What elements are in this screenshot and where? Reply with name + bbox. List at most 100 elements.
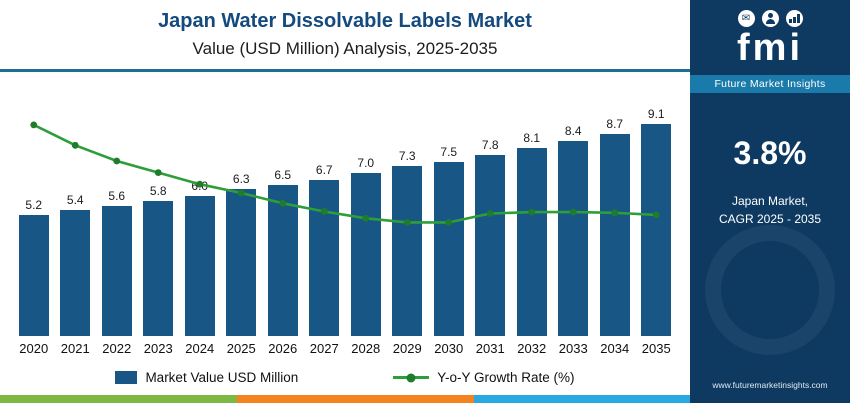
bar-slot-2033: 8.4 bbox=[553, 124, 595, 336]
bar-value-label-2023: 5.8 bbox=[149, 184, 167, 198]
x-axis-label-2032: 2032 bbox=[517, 341, 547, 356]
bar-2033 bbox=[558, 141, 589, 336]
footer-strip-segment-4 bbox=[690, 395, 850, 403]
bar-2022 bbox=[101, 206, 132, 336]
bar-chart: 5.2 5.4 5.6 5.8 6.0 6.3 6.5 6.7 7.0 7.3 7.5 7.8 8.1 8… bbox=[0, 72, 690, 385]
bar-2024 bbox=[184, 196, 215, 336]
bar-slot-2028: 7.0 bbox=[345, 156, 387, 336]
panel-watermark bbox=[705, 225, 835, 355]
cagr-stat-caption: Japan Market, CAGR 2025 - 2035 bbox=[690, 192, 850, 229]
website-link[interactable]: www.futuremarketinsights.com bbox=[712, 380, 828, 390]
x-axis-label-2025: 2025 bbox=[226, 341, 256, 356]
x-axis-label-2034: 2034 bbox=[600, 341, 630, 356]
x-axis-label-2031: 2031 bbox=[475, 341, 505, 356]
bar-2030 bbox=[433, 162, 464, 336]
bar-slot-2023: 5.8 bbox=[138, 184, 180, 336]
logo-caption: Future Market Insights bbox=[690, 74, 850, 93]
x-axis-label-2024: 2024 bbox=[185, 341, 215, 356]
x-axis-label-2027: 2027 bbox=[309, 341, 339, 356]
bar-slot-2020: 5.2 bbox=[13, 198, 55, 336]
bar-2026 bbox=[267, 185, 298, 336]
legend: Market Value USD Million Y-o-Y Growth Ra… bbox=[13, 370, 677, 385]
bar-value-label-2021: 5.4 bbox=[66, 193, 84, 207]
brand-panel: ✉ fmi Future Market Insights 3.8% Japan … bbox=[690, 0, 850, 403]
x-axis-label-2021: 2021 bbox=[60, 341, 90, 356]
bar-slot-2030: 7.5 bbox=[428, 145, 470, 336]
x-axis-label-2023: 2023 bbox=[143, 341, 173, 356]
bar-2034 bbox=[599, 134, 630, 336]
x-axis-label-2028: 2028 bbox=[351, 341, 381, 356]
bar-slot-2021: 5.4 bbox=[55, 193, 97, 336]
title-divider bbox=[0, 69, 690, 72]
stat-caption-line1: Japan Market, bbox=[731, 193, 809, 208]
bar-slot-2031: 7.8 bbox=[470, 138, 512, 336]
line-marker-2020 bbox=[30, 121, 38, 129]
bar-value-label-2031: 7.8 bbox=[481, 138, 499, 152]
footer-strip-segment-3 bbox=[474, 395, 690, 403]
x-axis: 2020 2021 2022 2023 2024 2025 2026 2027 2028 2029… bbox=[13, 341, 677, 356]
bar-2029 bbox=[392, 166, 423, 336]
bar-2032 bbox=[516, 148, 547, 336]
chart-icon bbox=[785, 10, 803, 27]
line-legend-label: Y-o-Y Growth Rate (%) bbox=[437, 370, 575, 385]
bar-value-label-2020: 5.2 bbox=[25, 198, 43, 212]
x-axis-label-2020: 2020 bbox=[19, 341, 49, 356]
bar-legend-label: Market Value USD Million bbox=[145, 370, 299, 385]
logo-icons: ✉ bbox=[690, 10, 850, 27]
legend-item-bar: Market Value USD Million bbox=[115, 370, 298, 385]
bar-slot-2029: 7.3 bbox=[387, 149, 429, 336]
line-marker-2022 bbox=[113, 157, 121, 165]
bar-slot-2034: 8.7 bbox=[594, 117, 636, 336]
person-icon bbox=[761, 10, 779, 27]
page-title: Japan Water Dissolvable Labels Market bbox=[158, 10, 532, 32]
page-subtitle: Value (USD Million) Analysis, 2025-2035 bbox=[192, 39, 498, 58]
bar-value-label-2024: 6.0 bbox=[191, 179, 209, 193]
bar-value-label-2028: 7.0 bbox=[357, 156, 375, 170]
bar-2035 bbox=[641, 124, 672, 336]
legend-item-line: Y-o-Y Growth Rate (%) bbox=[393, 370, 575, 385]
bar-value-label-2032: 8.1 bbox=[523, 131, 541, 145]
cagr-stat-value: 3.8% bbox=[733, 134, 807, 171]
bar-2028 bbox=[350, 173, 381, 336]
bar-value-label-2026: 6.5 bbox=[274, 168, 292, 182]
bar-slot-2032: 8.1 bbox=[511, 131, 553, 336]
bar-value-label-2033: 8.4 bbox=[564, 124, 582, 138]
bar-slot-2035: 9.1 bbox=[636, 107, 678, 336]
bar-slot-2025: 6.3 bbox=[221, 172, 263, 336]
x-axis-label-2030: 2030 bbox=[434, 341, 464, 356]
bar-legend-swatch bbox=[115, 371, 138, 384]
x-axis-label-2026: 2026 bbox=[268, 341, 298, 356]
bar-2021 bbox=[60, 210, 91, 336]
bar-value-label-2025: 6.3 bbox=[232, 172, 250, 186]
stat-caption-line2: CAGR 2025 - 2035 bbox=[718, 212, 822, 227]
x-axis-label-2035: 2035 bbox=[641, 341, 671, 356]
plot-area: 5.2 5.4 5.6 5.8 6.0 6.3 6.5 6.7 7.0 7.3 7.5 7.8 8.1 8… bbox=[13, 86, 677, 336]
bar-slot-2027: 6.7 bbox=[304, 163, 346, 336]
logo-wordmark: fmi bbox=[737, 27, 803, 69]
x-axis-label-2022: 2022 bbox=[102, 341, 132, 356]
chart-column: Japan Water Dissolvable Labels Market Va… bbox=[0, 0, 690, 385]
line-marker-2023 bbox=[154, 169, 162, 176]
bar-value-label-2034: 8.7 bbox=[606, 117, 624, 131]
bar-value-label-2027: 6.7 bbox=[315, 163, 333, 177]
bar-2031 bbox=[475, 155, 506, 336]
x-axis-label-2033: 2033 bbox=[558, 341, 588, 356]
title-block: Japan Water Dissolvable Labels Market Va… bbox=[0, 0, 690, 72]
bar-2025 bbox=[226, 189, 257, 336]
bar-value-label-2030: 7.5 bbox=[440, 145, 458, 159]
bar-value-label-2029: 7.3 bbox=[398, 149, 416, 163]
bar-value-label-2022: 5.6 bbox=[108, 189, 126, 203]
fmi-logo: ✉ fmi Future Market Insights bbox=[690, 0, 850, 93]
footer-color-strip bbox=[0, 395, 850, 403]
bar-value-label-2035: 9.1 bbox=[647, 107, 665, 121]
line-legend-marker bbox=[406, 373, 416, 382]
bar-2027 bbox=[309, 180, 340, 336]
bar-slot-2026: 6.5 bbox=[262, 168, 304, 336]
mail-icon: ✉ bbox=[737, 10, 755, 27]
bar-2020 bbox=[18, 215, 49, 336]
bar-slot-2022: 5.6 bbox=[96, 189, 138, 336]
bar-2023 bbox=[143, 201, 174, 336]
bar-slot-2024: 6.0 bbox=[179, 179, 221, 336]
x-axis-label-2029: 2029 bbox=[392, 341, 422, 356]
line-marker-2021 bbox=[71, 141, 79, 149]
